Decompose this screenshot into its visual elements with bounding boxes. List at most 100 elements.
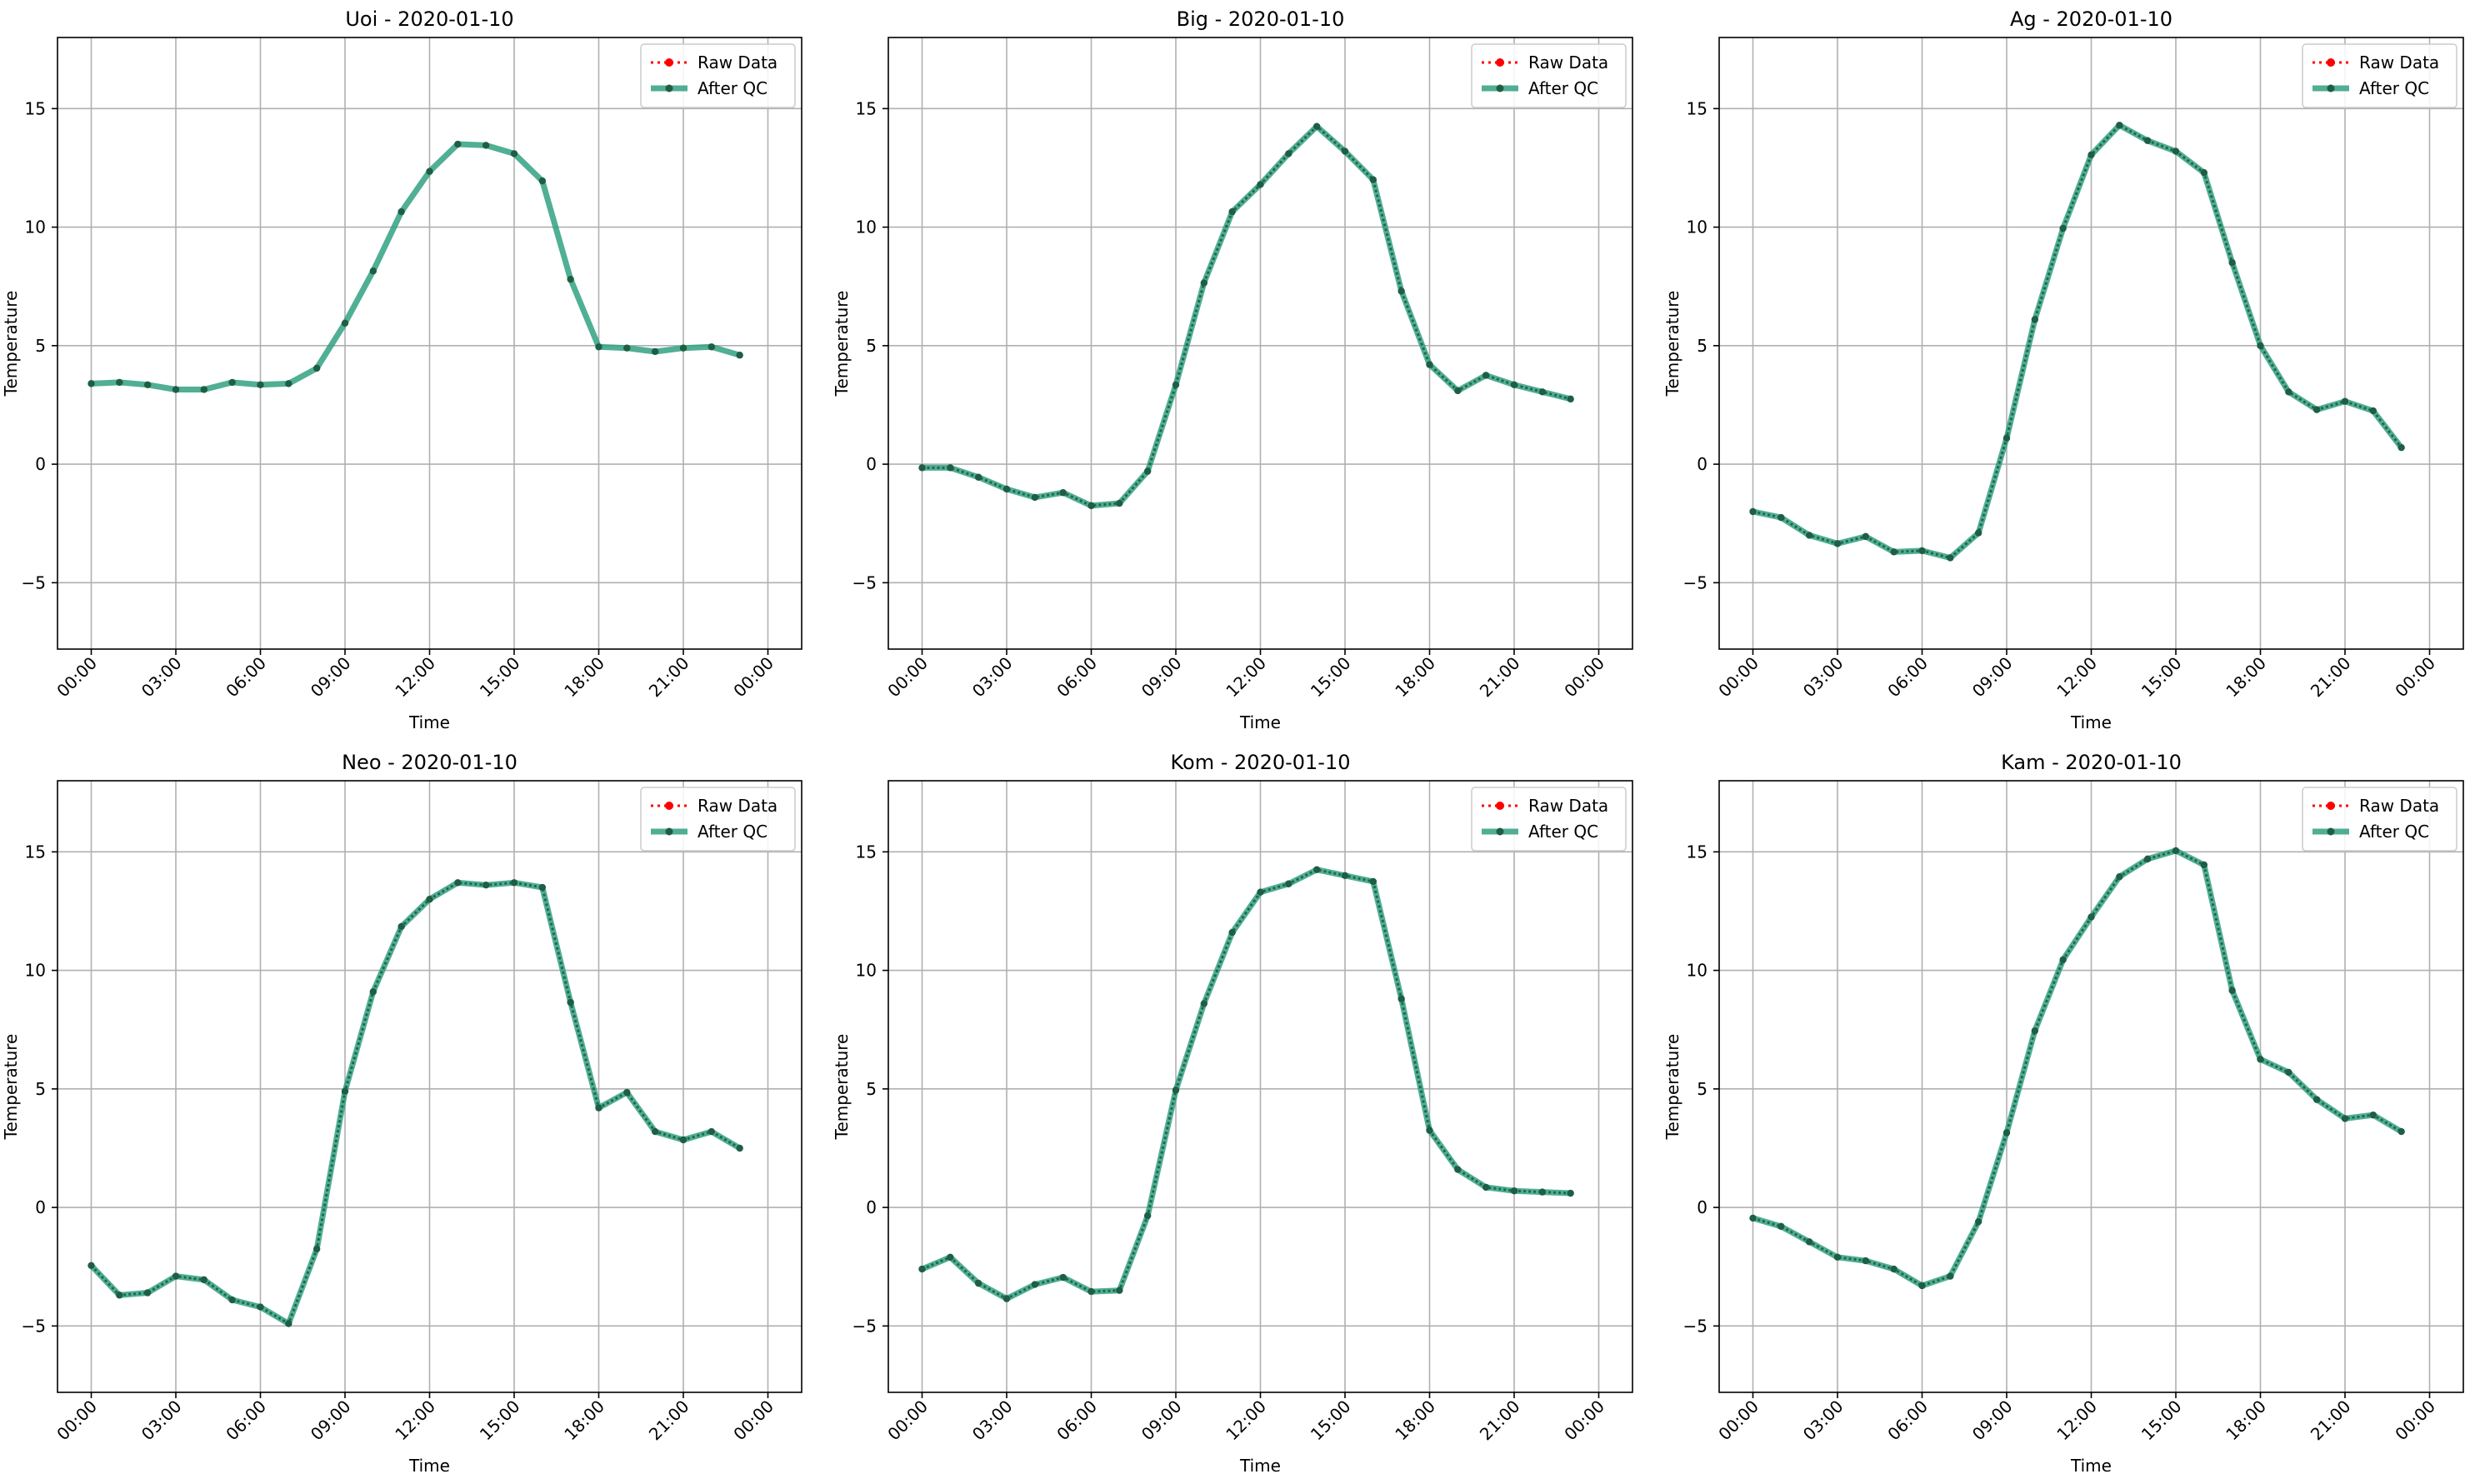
data-point-after-qc	[1031, 493, 1039, 502]
data-point-after-qc	[228, 378, 236, 387]
data-point-after-qc	[1805, 532, 1813, 539]
data-point-after-qc	[1341, 147, 1349, 155]
data-point-after-qc	[1890, 1265, 1898, 1273]
data-point-after-qc	[1749, 1214, 1757, 1222]
data-point-after-qc	[312, 1245, 321, 1253]
data-point-after-qc	[2341, 397, 2349, 405]
x-axis-label: Time	[408, 712, 450, 732]
data-point-after-qc	[1172, 1087, 1180, 1094]
data-point-after-qc	[623, 344, 631, 352]
y-tick-label: −5	[852, 572, 877, 592]
data-point-after-qc	[1454, 1166, 1462, 1173]
y-tick-label: 0	[1697, 454, 1708, 474]
y-axis-label: Temperature	[1662, 291, 1682, 397]
data-point-after-qc	[1833, 540, 1842, 547]
legend-marker-raw-data	[665, 802, 673, 810]
data-point-after-qc	[1031, 1281, 1039, 1288]
legend: Raw Data After QC	[1471, 787, 1627, 852]
y-axis-label: Temperature	[1, 291, 21, 397]
legend-box	[640, 787, 796, 852]
data-point-after-qc	[651, 347, 659, 356]
data-point-after-qc	[1341, 872, 1349, 879]
data-point-after-qc	[974, 1279, 982, 1287]
data-point-after-qc	[116, 378, 123, 387]
data-point-after-qc	[1002, 485, 1011, 493]
data-point-after-qc	[1088, 502, 1095, 510]
y-tick-label: 5	[35, 336, 46, 356]
data-point-after-qc	[228, 1296, 236, 1304]
data-point-after-qc	[538, 177, 547, 185]
legend-box	[2302, 43, 2458, 108]
legend-label-raw-data: Raw Data	[1528, 796, 1608, 816]
data-point-after-qc	[1200, 279, 1208, 287]
y-tick-label: −5	[22, 572, 46, 592]
chart-title: Uoi - 2020-01-10	[345, 7, 513, 31]
y-tick-label: 15	[25, 98, 46, 118]
data-point-after-qc	[2369, 407, 2378, 415]
legend-marker-raw-data	[1496, 802, 1504, 810]
legend-label-raw-data: Raw Data	[2359, 52, 2439, 72]
data-point-after-qc	[2398, 1127, 2405, 1136]
data-point-after-qc	[454, 140, 462, 148]
axes-frame	[57, 37, 802, 650]
data-point-after-qc	[708, 343, 716, 351]
data-point-after-qc	[398, 207, 405, 216]
y-tick-label: 15	[856, 842, 877, 862]
legend-marker-raw-data	[2327, 58, 2335, 67]
data-point-after-qc	[1312, 122, 1321, 130]
legend: Raw Data After QC	[1471, 43, 1627, 108]
data-point-after-qc	[708, 1127, 716, 1136]
data-point-after-qc	[651, 1127, 659, 1136]
legend-box	[640, 43, 796, 108]
x-axis-label: Time	[408, 1456, 450, 1476]
y-tick-label: −5	[22, 1316, 46, 1336]
data-point-after-qc	[1059, 1273, 1067, 1282]
data-point-after-qc	[2228, 259, 2236, 267]
legend-label-after-qc: After QC	[2359, 78, 2429, 98]
legend-label-after-qc: After QC	[1528, 822, 1598, 842]
y-tick-label: 0	[866, 1197, 877, 1217]
data-point-after-qc	[369, 988, 378, 996]
data-point-after-qc	[679, 1136, 688, 1144]
data-point-after-qc	[482, 142, 490, 149]
data-point-after-qc	[312, 364, 321, 372]
legend-label-raw-data: Raw Data	[698, 52, 778, 72]
data-point-after-qc	[341, 319, 349, 327]
legend: Raw Data After QC	[2302, 787, 2458, 852]
data-point-after-qc	[2200, 861, 2208, 869]
series-line-raw-data	[1752, 849, 2402, 1287]
data-point-after-qc	[2285, 1068, 2292, 1077]
legend-box	[1471, 787, 1627, 852]
data-point-after-qc	[736, 352, 743, 359]
data-point-after-qc	[398, 922, 405, 931]
y-tick-label: 5	[866, 1079, 877, 1099]
y-tick-label: 10	[25, 961, 46, 981]
data-point-after-qc	[1947, 554, 1954, 562]
legend-marker-raw-data	[1496, 58, 1504, 67]
y-axis-label: Temperature	[1, 1034, 21, 1141]
data-point-after-qc	[2398, 443, 2405, 452]
data-point-after-qc	[510, 879, 518, 887]
data-point-after-qc	[143, 381, 152, 388]
chart-title: Kom - 2020-01-10	[1171, 751, 1351, 774]
data-point-after-qc	[1088, 1287, 1095, 1296]
y-tick-label: −5	[852, 1316, 877, 1336]
data-point-after-qc	[1567, 1189, 1574, 1197]
data-point-after-qc	[285, 380, 292, 387]
legend-label-after-qc: After QC	[1528, 78, 1598, 98]
data-point-after-qc	[2116, 873, 2123, 881]
legend-marker-after-qc	[665, 827, 673, 836]
chart-title: Big - 2020-01-10	[1177, 7, 1345, 31]
data-point-after-qc	[257, 1303, 264, 1311]
data-point-after-qc	[595, 343, 602, 351]
data-point-after-qc	[1398, 995, 1405, 1002]
data-point-after-qc	[679, 344, 688, 352]
y-tick-label: −5	[1683, 572, 1708, 592]
data-point-after-qc	[1482, 372, 1490, 379]
data-point-after-qc	[482, 881, 490, 889]
data-point-after-qc	[1862, 1257, 1870, 1265]
data-point-after-qc	[426, 896, 433, 903]
data-point-after-qc	[2031, 316, 2039, 323]
